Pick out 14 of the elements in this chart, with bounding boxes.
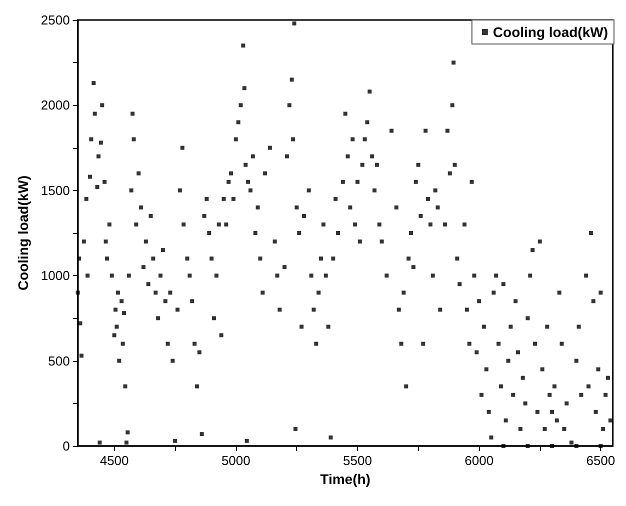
x-tick-label: 5000	[221, 453, 250, 468]
x-tick-label: 4500	[100, 453, 129, 468]
y-axis-title: Cooling load(kW)	[15, 175, 31, 291]
y-tick-label: 1000	[40, 268, 70, 284]
x-tick-label: 6500	[586, 453, 616, 468]
y-tick-label: 1500	[40, 182, 70, 198]
x-tick-label: 6000	[464, 453, 494, 468]
x-axis-title: Time(h)	[320, 471, 370, 487]
y-tick-label: 500	[48, 353, 70, 368]
y-tick-label: 0	[62, 438, 70, 454]
y-tick-label: 2000	[40, 98, 70, 113]
x-tick-label: 5500	[343, 453, 372, 468]
legend-label: Cooling load(kW)	[492, 24, 608, 40]
y-tick-label: 2500	[40, 12, 70, 28]
